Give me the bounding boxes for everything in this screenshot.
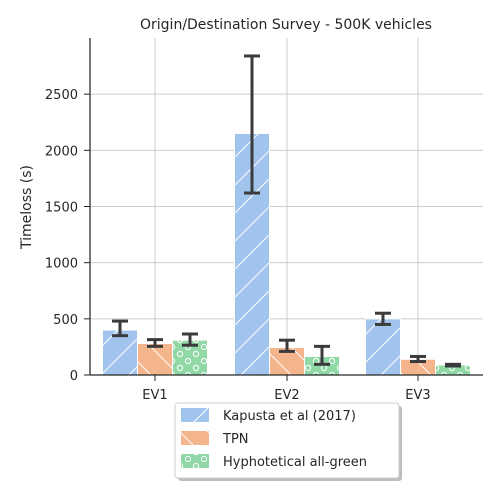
y-axis-label: Timeloss (s) (19, 165, 35, 250)
y-tick-label: 1500 (45, 201, 78, 216)
legend-swatch-hatch (181, 454, 209, 468)
y-ticks: 0 500 1000 1500 2000 2500 (45, 88, 90, 384)
y-tick-label: 2000 (45, 144, 78, 159)
y-tick-label: 1000 (45, 257, 78, 272)
y-tick-label: 500 (53, 313, 78, 328)
chart-title: Origin/Destination Survey - 500K vehicle… (140, 17, 432, 33)
legend[interactable]: Kapusta et al (2017) TPN Hyphotetical all-… (174, 402, 402, 481)
bar-hatch (365, 318, 401, 376)
bar-hatch (102, 329, 138, 376)
legend-label: Kapusta et al (2017) (223, 409, 356, 424)
y-tick-label: 2500 (45, 88, 78, 103)
legend-label: TPN (222, 432, 249, 447)
bar-hatch (137, 343, 173, 376)
x-tick-label: EV2 (274, 388, 299, 403)
legend-label: Hyphotetical all-green (223, 455, 367, 470)
grid (90, 38, 483, 376)
x-ticks: EV1 EV2 EV3 (142, 375, 431, 403)
x-tick-label: EV1 (142, 388, 167, 403)
x-tick-label: EV3 (405, 388, 430, 403)
legend-swatch-hatch (181, 408, 209, 422)
legend-frame (174, 402, 400, 479)
legend-swatch-hatch (181, 431, 209, 445)
y-tick-label: 0 (70, 369, 78, 384)
error-bars (112, 54, 461, 368)
